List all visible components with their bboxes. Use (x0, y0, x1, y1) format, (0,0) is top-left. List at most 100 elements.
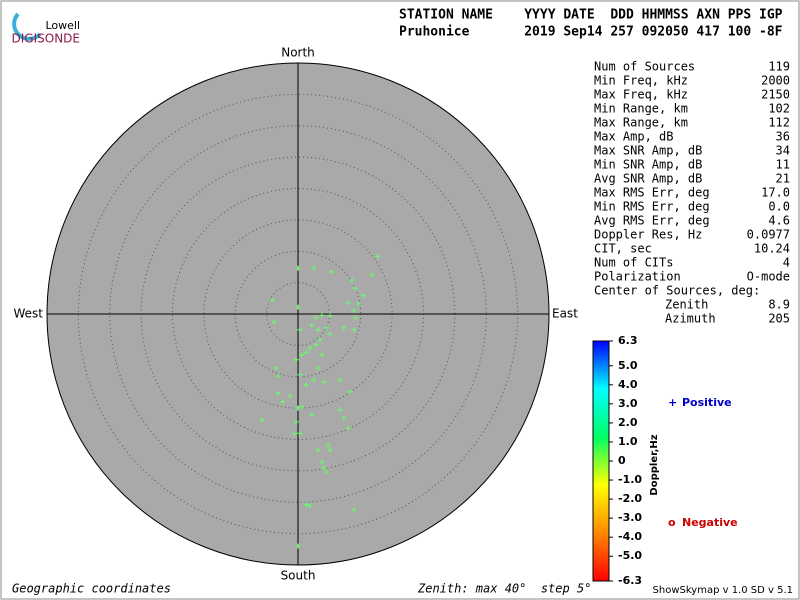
source-point (321, 379, 327, 385)
stat-value: 0.0977 (747, 228, 790, 242)
header: Pruhonice 2019 Sep14 257 092050 417 100 … (399, 25, 783, 40)
source-point (341, 415, 347, 421)
stat-value: 102 (768, 102, 790, 116)
direction-label: East (552, 307, 578, 321)
stat-label: Num of CITs (594, 256, 673, 270)
source-point (352, 285, 358, 291)
colorbar-tick-label: -3.0 (618, 511, 642, 524)
stat-label: Min Freq, kHz (594, 74, 688, 88)
direction-label: West (13, 307, 43, 321)
source-point (347, 389, 353, 395)
source-point (327, 331, 333, 337)
center-label: Azimuth (665, 312, 716, 326)
stat-label: Min Range, km (594, 102, 688, 116)
source-point (375, 253, 381, 259)
colorbar-tick-label: 2.0 (618, 416, 638, 429)
source-point (269, 297, 275, 303)
stat-value: 21 (776, 172, 790, 186)
source-point (295, 304, 301, 310)
center-label: Zenith (665, 298, 708, 312)
source-point (369, 272, 375, 278)
stat-label: Polarization (594, 270, 681, 284)
colorbar-label: Doppler,Hz (649, 434, 660, 495)
stat-label: Avg SNR Amp, dB (594, 172, 702, 186)
colorbar-tick-label: -1.0 (618, 473, 642, 486)
colorbar-tick-label: 5.0 (618, 359, 638, 372)
stat-label: Doppler Res, Hz (594, 228, 702, 242)
source-point (328, 269, 334, 275)
legend-name: Positive (682, 396, 732, 409)
source-point (271, 319, 277, 325)
source-point (323, 469, 329, 475)
stat-value: 17.0 (761, 186, 790, 200)
stat-label: Avg RMS Err, deg (594, 214, 710, 228)
source-point (280, 399, 286, 405)
source-point (303, 382, 309, 388)
legend-symbol: + (668, 396, 677, 409)
logo-bottom: DIGISONDE (12, 32, 80, 46)
source-point (275, 373, 281, 379)
source-point (293, 357, 299, 363)
center-title: Center of Sources, deg: (594, 284, 760, 298)
source-point (337, 377, 343, 383)
stat-value: 34 (776, 144, 790, 158)
source-point (293, 419, 299, 425)
source-point (299, 404, 305, 410)
source-point (313, 315, 319, 321)
source-point (313, 342, 319, 348)
colorbar-tick-label: 0 (618, 454, 626, 467)
source-point (319, 312, 325, 318)
source-point (273, 365, 279, 371)
source-point (299, 352, 305, 358)
colorbar-tick-label: 6.3 (618, 334, 638, 347)
stat-value: O-mode (747, 270, 790, 284)
colorbar-tick-label: 4.0 (618, 378, 638, 391)
source-point (351, 327, 357, 333)
colorbar (592, 340, 610, 582)
source-point (311, 265, 317, 271)
direction-label: North (281, 46, 315, 60)
source-point (345, 300, 351, 306)
source-point (295, 265, 301, 271)
center-value: 8.9 (768, 298, 790, 312)
colorbar-tick-label: 3.0 (618, 397, 638, 410)
source-point (317, 337, 323, 343)
stat-value: 36 (776, 130, 790, 144)
source-point (327, 447, 333, 453)
colorbar-tick-label: -5.0 (618, 549, 642, 562)
source-point (341, 325, 347, 331)
stat-label: Max SNR Amp, dB (594, 144, 702, 158)
stat-label: Min SNR Amp, dB (594, 158, 702, 172)
stat-label: Max RMS Err, deg (594, 186, 710, 200)
source-point (307, 503, 313, 509)
stat-label: Max Freq, kHz (594, 88, 688, 102)
source-point (345, 425, 351, 431)
source-point (351, 507, 357, 513)
source-point (303, 349, 309, 355)
source-point (319, 459, 325, 465)
stat-label: Max Amp, dB (594, 130, 673, 144)
source-point (321, 465, 327, 471)
source-point (353, 315, 359, 321)
source-point (315, 327, 321, 333)
stat-value: 11 (776, 158, 790, 172)
colorbar-tick-label: 1.0 (618, 435, 638, 448)
source-point (315, 447, 321, 453)
source-point (303, 502, 309, 508)
legend-symbol: o (668, 516, 676, 529)
source-point (311, 377, 317, 383)
source-point (297, 430, 303, 436)
logo-top: Lowell (45, 19, 80, 32)
footer-left: Geographic coordinates (12, 582, 171, 596)
source-point (323, 325, 329, 331)
source-point (355, 301, 361, 307)
stat-value: 0.0 (768, 200, 790, 214)
source-point (327, 313, 333, 319)
source-point (275, 390, 281, 396)
source-point (309, 412, 315, 418)
center-value: 205 (768, 312, 790, 326)
header: STATION NAME YYYY DATE DDD HHMMSS AXN PP… (399, 8, 783, 23)
footer-right: ShowSkymap v 1.0 SD v 5.1 (653, 585, 793, 596)
